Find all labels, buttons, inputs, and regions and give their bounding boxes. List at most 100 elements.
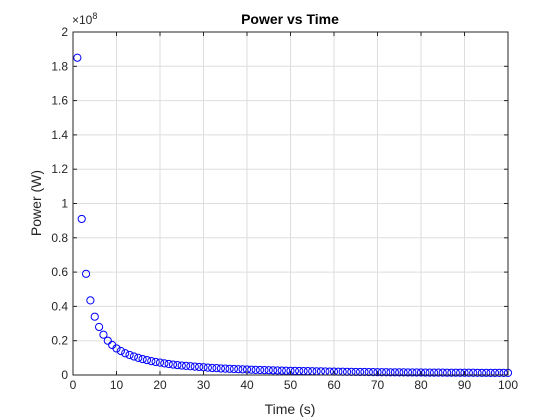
data-point <box>86 296 95 305</box>
data-point <box>177 361 186 370</box>
data-point <box>273 366 282 375</box>
y-tick-labels: 0 0.2 0.4 0.6 0.8 1 1.2 1.4 1.6 1.8 2 <box>51 25 68 382</box>
y-tick-label: 1.8 <box>51 59 68 73</box>
y-axis-label: Power (W) <box>28 170 44 236</box>
data-point <box>164 359 173 369</box>
data-point <box>151 357 160 367</box>
ticks <box>72 31 509 376</box>
x-tick-labels: 0 10 20 30 40 50 60 70 80 90 100 <box>70 378 519 392</box>
data-point <box>412 368 421 377</box>
data-point <box>234 365 243 374</box>
data-point <box>142 355 152 365</box>
x-tick-label: 0 <box>70 378 77 392</box>
data-point <box>495 368 504 377</box>
data-point <box>269 366 278 375</box>
data-point <box>99 330 108 339</box>
data-point <box>173 360 182 370</box>
y-tick-label: 1.2 <box>51 162 68 176</box>
y-tick-label: 1.6 <box>51 94 68 108</box>
y-tick-label: 1 <box>61 197 68 211</box>
x-tick-label: 20 <box>153 378 167 392</box>
data-point <box>416 368 426 377</box>
data-point <box>90 312 99 321</box>
data-point <box>225 364 234 373</box>
y-tick-label: 0.6 <box>51 265 68 279</box>
y-tick-label: 2 <box>61 25 68 39</box>
x-tick-label: 80 <box>414 378 428 392</box>
data-point <box>221 364 230 373</box>
data-point <box>447 368 456 377</box>
data-point <box>451 368 460 377</box>
data-point <box>486 368 495 377</box>
data-point <box>203 363 212 372</box>
x-tick-label: 70 <box>371 378 385 392</box>
data-point <box>464 368 473 377</box>
data-point <box>395 368 404 377</box>
x-tick-label: 40 <box>240 378 254 392</box>
data-point <box>473 368 482 377</box>
y-tick-label: 0.2 <box>51 334 68 348</box>
data-point <box>351 367 360 377</box>
data-point <box>155 358 165 367</box>
x-tick-label: 100 <box>498 378 518 392</box>
data-point <box>356 367 365 377</box>
data-point <box>251 365 260 374</box>
data-point <box>77 214 86 224</box>
x-tick-label: 30 <box>197 378 211 392</box>
data-point <box>482 368 491 377</box>
data-point <box>477 368 486 377</box>
data-point <box>73 53 82 62</box>
data-point <box>186 362 195 371</box>
y-tick-label: 1.4 <box>51 128 68 142</box>
data-point <box>360 367 369 377</box>
x-tick-label: 10 <box>110 378 124 392</box>
data-point <box>255 365 265 375</box>
x-tick-label: 60 <box>327 378 341 392</box>
data-point <box>216 364 225 373</box>
data-point <box>386 368 395 377</box>
data-point <box>195 362 204 372</box>
data-point <box>168 360 178 369</box>
data-point <box>390 368 399 377</box>
data-point <box>238 365 247 374</box>
y-multiplier-exponent: 8 <box>92 11 97 21</box>
data-point <box>81 269 91 278</box>
data-point <box>147 357 156 366</box>
y-multiplier-base: ×10 <box>72 13 93 27</box>
data-point <box>460 368 469 377</box>
data-point <box>443 368 452 377</box>
data-point <box>212 364 221 373</box>
x-axis-label: Time (s) <box>265 401 316 417</box>
data-point <box>116 346 125 356</box>
data-point <box>95 322 104 332</box>
data-point <box>490 368 500 377</box>
data-point <box>403 368 413 377</box>
data-point <box>129 352 138 361</box>
data-point <box>421 368 430 377</box>
data-point <box>208 363 217 373</box>
data-point <box>377 368 386 377</box>
y-tick-label: 0.8 <box>51 231 68 245</box>
data-point <box>434 368 443 377</box>
data-point <box>364 367 373 377</box>
y-tick-label: 0 <box>61 368 68 382</box>
data-point <box>290 366 299 375</box>
y-multiplier: ×108 <box>72 11 97 27</box>
data-point <box>182 361 191 371</box>
data-point <box>382 368 391 377</box>
data-point <box>247 365 256 374</box>
data-points <box>73 53 513 378</box>
data-point <box>277 366 286 375</box>
data-point <box>369 368 378 377</box>
data-point <box>264 366 273 375</box>
x-tick-label: 50 <box>284 378 298 392</box>
data-point <box>399 368 408 377</box>
data-point <box>425 368 434 377</box>
data-point <box>282 366 291 375</box>
y-tick-label: 0.4 <box>51 299 68 313</box>
data-point <box>134 353 143 362</box>
data-point <box>469 368 478 377</box>
data-point <box>160 359 169 368</box>
